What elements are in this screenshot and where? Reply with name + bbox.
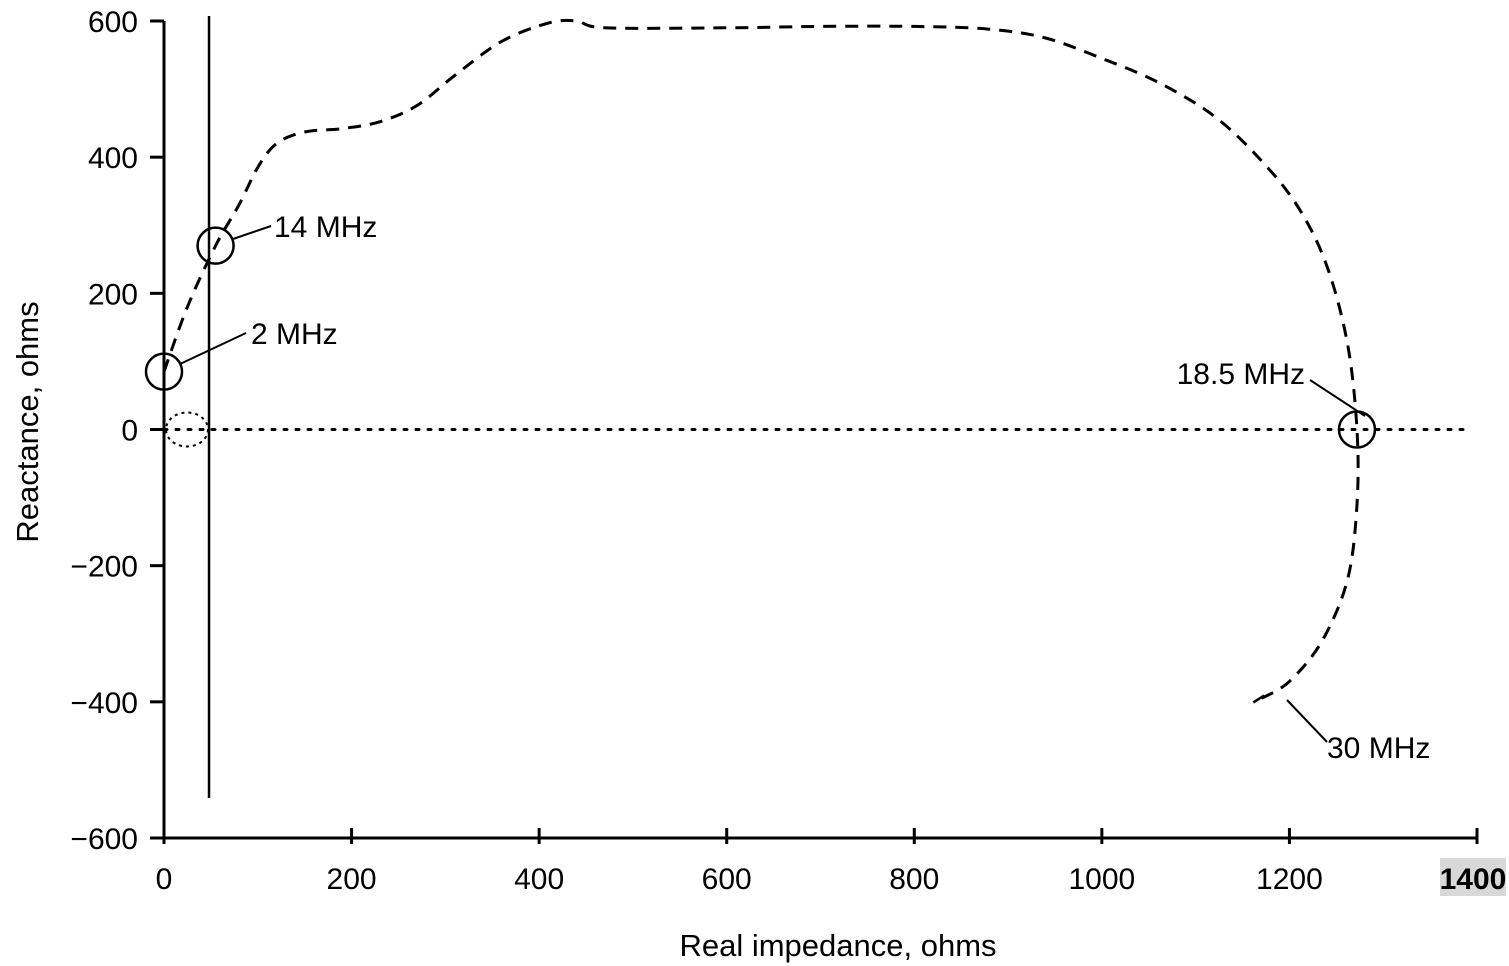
dotted-circle bbox=[165, 411, 209, 448]
marker-leader-line bbox=[1286, 699, 1328, 743]
marker-label: 30 MHz bbox=[1327, 732, 1430, 765]
y-tick-label: 600 bbox=[88, 6, 138, 39]
marker-label: 2 MHz bbox=[251, 318, 338, 351]
y-tick-label: 200 bbox=[88, 278, 138, 311]
x-tick-label: 1400 bbox=[1440, 863, 1507, 896]
x-tick-label: 400 bbox=[514, 863, 564, 896]
frequency-markers: 2 MHz 14 MHz 18.5 MHz 30 MHz bbox=[144, 211, 1430, 765]
tick-labels: 600 400 200 0 −200 −400 −600 0 200 400 600 800 1000 1… bbox=[70, 6, 1506, 896]
marker-leader-line bbox=[179, 332, 247, 365]
marker-tick bbox=[1252, 694, 1265, 704]
tick-marks bbox=[150, 19, 1479, 844]
x-tick-label-highlight bbox=[1440, 858, 1506, 896]
impedance-curve bbox=[162, 18, 1360, 700]
y-tick-label: −600 bbox=[70, 823, 138, 856]
reference-lines bbox=[162, 16, 1474, 798]
marker-label: 14 MHz bbox=[274, 211, 377, 244]
x-tick-label: 1000 bbox=[1068, 863, 1135, 896]
x-tick-label: 600 bbox=[702, 863, 752, 896]
y-tick-label: 0 bbox=[121, 415, 138, 448]
x-tick-label: 800 bbox=[889, 863, 939, 896]
marker-label: 18.5 MHz bbox=[1177, 358, 1305, 391]
data-series bbox=[162, 18, 1360, 700]
marker-circle bbox=[196, 226, 235, 265]
x-axis-title: Real impedance, ohms bbox=[679, 928, 996, 963]
marker-circle bbox=[1337, 410, 1377, 449]
marker-leader-line bbox=[1309, 379, 1366, 417]
y-tick-label: −400 bbox=[70, 687, 138, 720]
x-tick-label: 1200 bbox=[1256, 863, 1323, 896]
y-tick-label: 400 bbox=[88, 142, 138, 175]
y-axis-title: Reactance, ohms bbox=[10, 301, 45, 542]
y-tick-label: −200 bbox=[70, 551, 138, 584]
marker-circle bbox=[144, 352, 184, 391]
marker-leader-line bbox=[232, 225, 272, 240]
x-tick-label: 0 bbox=[156, 863, 173, 896]
x-tick-label: 200 bbox=[327, 863, 377, 896]
